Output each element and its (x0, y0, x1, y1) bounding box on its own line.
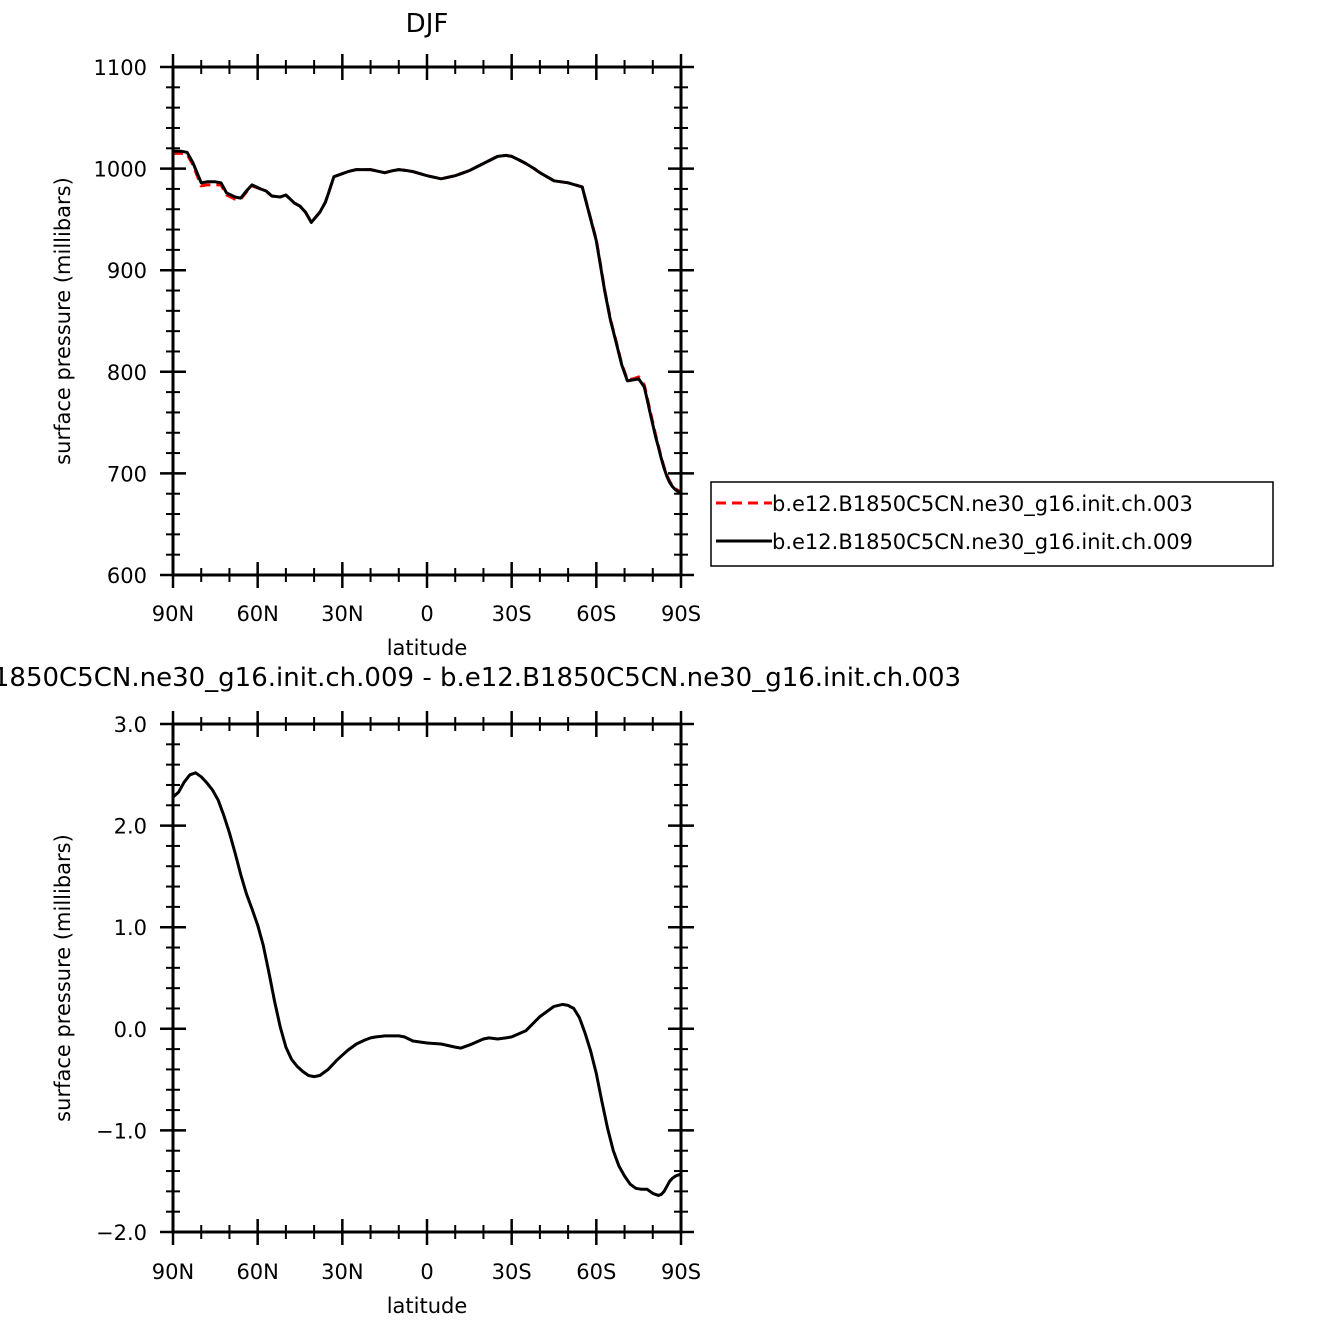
plot-frame (171, 722, 683, 1234)
y-tick-label: 1.0 (114, 916, 147, 940)
x-tick-label: 60S (576, 602, 616, 626)
x-tick-label: 90S (661, 1260, 701, 1284)
x-tick-label: 30N (321, 602, 363, 626)
y-tick-label: 1000 (94, 158, 147, 182)
y-tick-label: −2.0 (96, 1221, 147, 1245)
x-tick-label: 0 (420, 602, 433, 626)
y-tick-label: 700 (107, 462, 147, 486)
x-tick-label: 90N (152, 602, 194, 626)
x-tick-label: 60S (576, 1260, 616, 1284)
x-axis-label: latitude (387, 1294, 468, 1318)
chart-title: DJF (406, 9, 449, 39)
chart-title: b.e12.B1850C5CN.ne30_g16.init.ch.009 - b… (0, 663, 961, 693)
x-axis-label: latitude (387, 636, 468, 660)
legend: b.e12.B1850C5CN.ne30_g16.init.ch.003 b.e1… (710, 481, 1274, 567)
y-tick-label: 900 (107, 259, 147, 283)
legend-label-1: b.e12.B1850C5CN.ne30_g16.init.ch.003 (772, 492, 1193, 517)
y-axis-label: surface pressure (millibars) (51, 177, 75, 465)
chart-panel-top: DJF 90N 60N 30N 0 30S 60S 90S 1100 1000 900 800 700 6… (51, 9, 701, 660)
x-tick-label: 60N (236, 602, 278, 626)
y-tick-label: 1100 (94, 56, 147, 80)
plot-frame (171, 65, 683, 577)
series-line-1 (173, 151, 682, 494)
x-tick-label: 0 (420, 1260, 433, 1284)
x-tick-label: 30S (492, 1260, 532, 1284)
y-tick-label: 0.0 (114, 1018, 147, 1042)
y-tick-label: 600 (107, 564, 147, 588)
chart-panel-bottom: b.e12.B1850C5CN.ne30_g16.init.ch.009 - b… (0, 663, 961, 1318)
x-tick-label: 90N (152, 1260, 194, 1284)
series-line-2 (173, 149, 682, 495)
y-tick-label: 800 (107, 361, 147, 385)
y-tick-label: 3.0 (114, 713, 147, 737)
series-line-1 (171, 771, 682, 1197)
y-tick-label: 2.0 (114, 815, 147, 839)
legend-label-2: b.e12.B1850C5CN.ne30_g16.init.ch.009 (772, 530, 1193, 555)
legend-box (710, 481, 1274, 567)
y-tick-label: −1.0 (96, 1119, 147, 1143)
x-tick-label: 90S (661, 602, 701, 626)
x-tick-label: 30S (492, 602, 532, 626)
y-axis-label: surface pressure (millibars) (51, 834, 75, 1122)
x-tick-label: 60N (236, 1260, 278, 1284)
x-tick-label: 30N (321, 1260, 363, 1284)
